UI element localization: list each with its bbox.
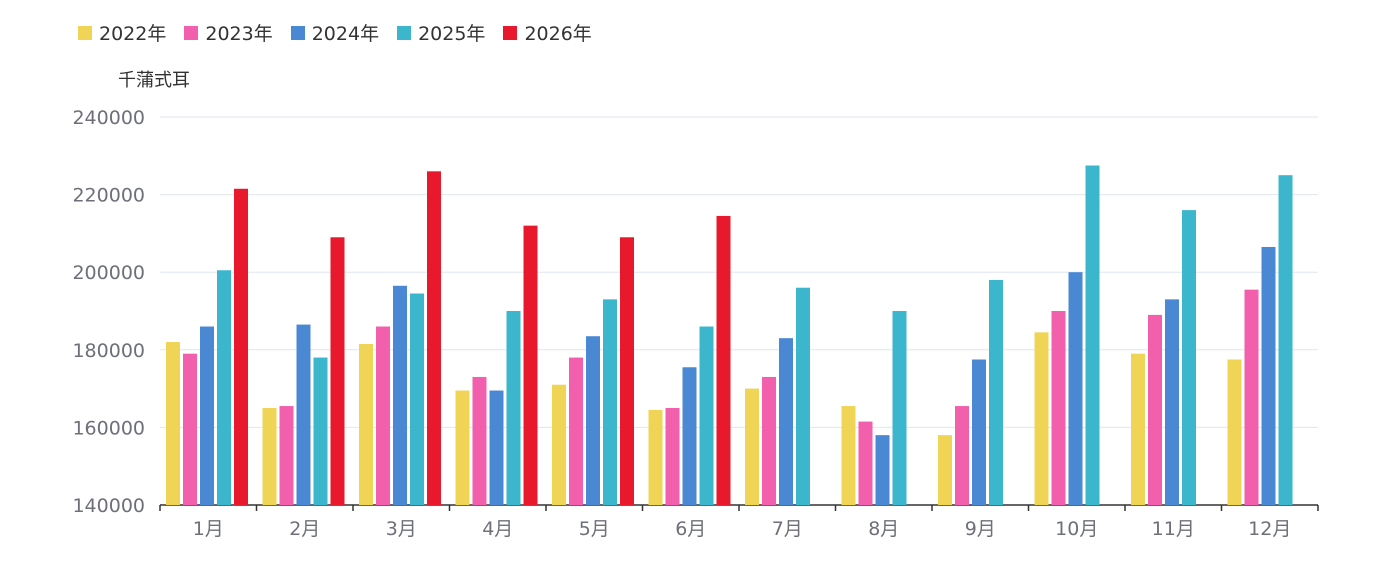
bar	[523, 225, 538, 505]
bar	[745, 388, 759, 505]
bar	[1034, 332, 1049, 505]
bar	[1227, 359, 1242, 505]
bar	[1182, 210, 1196, 505]
y-tick-label: 240000	[72, 107, 145, 129]
bar	[620, 237, 634, 505]
x-tick-label: 10月	[1055, 518, 1098, 540]
y-tick-label: 180000	[72, 340, 145, 362]
bar	[1244, 289, 1259, 505]
bar	[506, 311, 521, 505]
bar	[217, 270, 231, 505]
y-axis-unit-label: 千蒲式耳	[118, 70, 190, 91]
bar	[359, 343, 373, 505]
bar	[858, 421, 873, 505]
legend-label: 2026年	[524, 23, 592, 45]
x-tick-label: 1月	[193, 518, 224, 540]
bar	[1068, 272, 1083, 505]
bar	[699, 326, 714, 505]
bar	[279, 406, 294, 505]
bar	[455, 390, 470, 505]
legend-item[interactable]: 2023年	[184, 19, 273, 46]
bar	[1261, 246, 1276, 506]
x-tick-label: 7月	[772, 518, 803, 540]
bar	[989, 279, 1003, 505]
bar	[569, 357, 583, 505]
legend-swatch	[290, 25, 305, 40]
y-tick-label: 220000	[72, 185, 145, 207]
legend-swatch	[397, 25, 412, 40]
bar	[955, 406, 969, 505]
legend-label: 2022年	[99, 23, 167, 45]
legend-item[interactable]: 2024年	[290, 19, 380, 46]
bar	[1085, 165, 1100, 505]
legend-swatch	[503, 25, 518, 40]
bar	[330, 237, 345, 505]
x-tick-label: 8月	[868, 518, 899, 540]
bar	[1131, 353, 1145, 505]
bar	[892, 311, 907, 505]
bar	[262, 408, 277, 505]
legend-swatch	[184, 25, 199, 40]
bar	[841, 406, 856, 505]
bar	[682, 367, 697, 505]
bar	[313, 357, 328, 505]
bar	[200, 326, 214, 505]
bar	[427, 171, 441, 505]
x-tick-label: 9月	[965, 518, 996, 540]
x-tick-label: 6月	[675, 518, 706, 540]
bar	[393, 285, 407, 505]
y-tick-label: 140000	[72, 495, 145, 517]
bar	[796, 287, 810, 505]
x-tick-label: 5月	[579, 518, 610, 540]
bar	[586, 336, 600, 505]
x-tick-label: 4月	[482, 518, 513, 540]
bar	[166, 342, 180, 505]
legend-item[interactable]: 2026年	[503, 19, 592, 46]
legend-swatch	[78, 25, 92, 40]
legend-item[interactable]: 2025年	[397, 19, 485, 46]
legend: 2022年 2023年 2024年 2025年 2026年	[78, 19, 610, 46]
y-tick-label: 200000	[72, 262, 145, 284]
bar	[603, 299, 617, 505]
bar	[296, 324, 311, 505]
bar	[472, 376, 487, 505]
bar	[410, 293, 424, 505]
bar	[1165, 299, 1179, 505]
legend-item[interactable]: 2022年	[78, 19, 166, 46]
bar	[875, 435, 890, 505]
bar	[1051, 311, 1066, 505]
x-tick-label: 12月	[1248, 518, 1291, 540]
bar	[716, 215, 731, 505]
bar	[552, 384, 566, 505]
legend-label: 2024年	[311, 23, 380, 45]
bar	[762, 376, 776, 505]
bar	[779, 338, 793, 505]
x-tick-label: 11月	[1152, 518, 1195, 540]
bar	[1278, 175, 1293, 505]
bar	[183, 353, 197, 505]
legend-label: 2023年	[205, 23, 273, 45]
y-tick-label: 160000	[72, 417, 145, 439]
bar	[376, 326, 390, 505]
bar	[648, 409, 663, 505]
bar	[972, 359, 986, 505]
bar	[665, 408, 680, 505]
bar	[234, 188, 248, 505]
bar	[1148, 314, 1162, 505]
x-tick-label: 3月	[386, 518, 417, 540]
x-tick-label: 2月	[289, 518, 320, 540]
bar	[489, 390, 504, 505]
bar	[938, 435, 952, 505]
legend-label: 2025年	[418, 23, 486, 45]
